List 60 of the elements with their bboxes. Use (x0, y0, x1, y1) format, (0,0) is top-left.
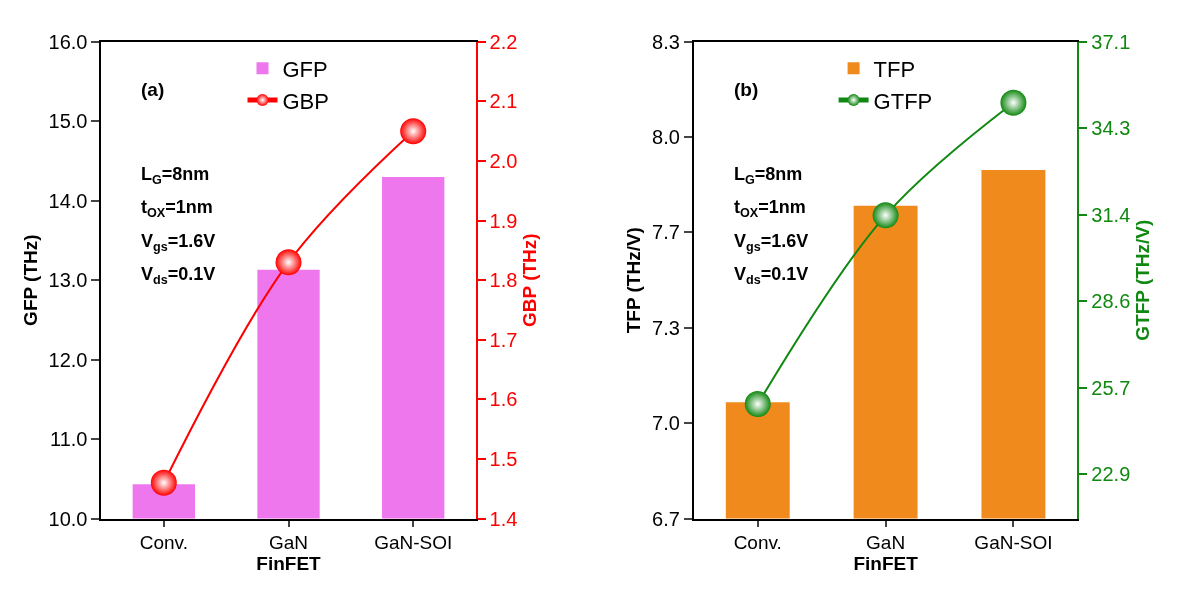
y2-tick-label: 2.0 (489, 149, 518, 172)
y-tick-label: 14.0 (48, 189, 88, 212)
x-tick-label: GaN-SOI (374, 532, 453, 554)
y2-tick-label: 34.3 (1091, 117, 1131, 140)
annotation: t$_{OX}$=1nm (141, 197, 213, 220)
point (744, 391, 771, 418)
y2-tick-label: 28.6 (1091, 290, 1131, 313)
y2-tick-label: 2.1 (489, 90, 518, 113)
x-tick-label: GaN (268, 532, 309, 554)
annotation: (b) (734, 79, 759, 100)
point (150, 469, 177, 496)
y2-tick-label: 2.2 (489, 30, 518, 53)
y-tick-label: 7.0 (652, 412, 680, 435)
annotation: V$_{gs}$=1.6V (734, 231, 809, 254)
legend-label: GFP (282, 56, 328, 82)
y2-axis-title: GTFP (THz/V) (1131, 219, 1153, 341)
y-tick-label: 8.0 (652, 126, 680, 149)
point (275, 249, 302, 276)
annotation: (a) (141, 79, 165, 100)
x-tick-label: Conv. (733, 532, 782, 554)
y-tick-label: 10.0 (48, 507, 88, 530)
y2-tick-label: 37.1 (1091, 30, 1131, 53)
y-tick-label: 7.3 (652, 316, 680, 339)
y2-tick-label: 1.4 (489, 507, 518, 530)
point (1000, 89, 1027, 116)
y-tick-label: 12.0 (48, 348, 88, 371)
y-tick-label: 7.7 (652, 221, 680, 244)
point (400, 118, 427, 145)
x-tick-label: GaN-SOI (974, 532, 1053, 554)
y-tick-label: 6.7 (652, 507, 680, 530)
x-tick-label: Conv. (139, 532, 188, 554)
y2-tick-label: 1.6 (489, 388, 518, 411)
y-tick-label: 11.0 (50, 428, 88, 451)
y2-tick-label: 1.5 (489, 447, 518, 470)
y2-axis-title: GBP (THz) (518, 233, 540, 327)
y-axis-title: TFP (THz/V) (623, 227, 645, 334)
y-tick-label: 16.0 (48, 30, 88, 53)
annotation: V$_{gs}$=1.6V (141, 231, 216, 254)
y2-tick-label: 25.7 (1091, 376, 1131, 399)
y2-tick-label: 31.4 (1091, 203, 1131, 226)
annotation: L$_{G}$=8nm (734, 164, 803, 187)
x-tick-label: GaN (866, 532, 906, 554)
y2-tick-label: 22.9 (1091, 463, 1131, 486)
legend-label: GTFP (873, 88, 933, 114)
y2-tick-label: 1.9 (489, 209, 518, 232)
legend-label: GBP (282, 88, 329, 114)
y-tick-label: 13.0 (48, 269, 88, 292)
y2-tick-label: 1.8 (489, 269, 518, 292)
x-axis-title: FinFET (853, 553, 919, 575)
y-axis-title: GFP (THz) (19, 234, 41, 326)
y-tick-label: 8.3 (652, 30, 680, 53)
annotation: t$_{OX}$=1nm (734, 197, 806, 220)
annotation: L$_{G}$=8nm (141, 164, 210, 187)
annotation: V$_{ds}$=0.1V (734, 264, 809, 287)
point (872, 202, 899, 229)
x-axis-title: FinFET (256, 553, 322, 575)
annotation: V$_{ds}$=0.1V (141, 264, 216, 287)
y-tick-label: 15.0 (48, 110, 88, 133)
y2-tick-label: 1.7 (489, 328, 518, 351)
legend-label: TFP (873, 56, 916, 82)
